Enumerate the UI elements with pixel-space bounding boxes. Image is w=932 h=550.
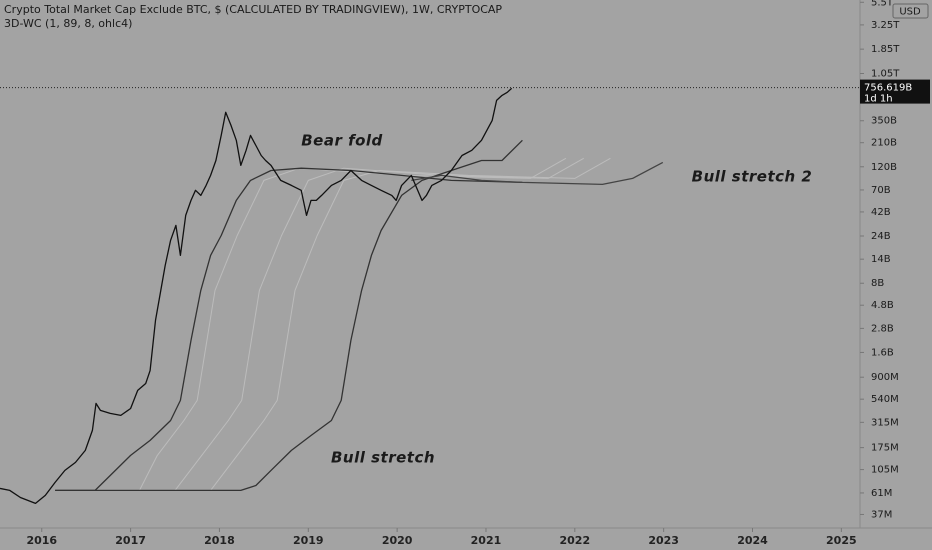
y-tick-label: 70B	[871, 185, 891, 196]
x-tick-label: 2016	[26, 534, 57, 547]
annotation: Bull stretch 2	[692, 168, 813, 186]
x-tick-label: 2021	[471, 534, 502, 547]
y-tick-label: 24B	[871, 231, 891, 242]
y-tick-label: 37M	[871, 509, 892, 520]
x-tick-label: 2025	[826, 534, 857, 547]
y-tick-label: 175M	[871, 443, 899, 454]
y-tick-label: 1.85T	[871, 44, 900, 55]
y-tick-label: 1.6B	[871, 347, 894, 358]
x-tick-label: 2020	[382, 534, 413, 547]
x-tick-label: 2024	[737, 534, 768, 547]
y-tick-label: 5.5T	[871, 0, 894, 8]
series-line	[55, 157, 584, 491]
x-tick-label: 2022	[560, 534, 591, 547]
series-line	[55, 157, 567, 491]
y-tick-label: 210B	[871, 138, 897, 149]
countdown-label: 1d 1h	[864, 94, 893, 105]
y-tick-label: 4.8B	[871, 300, 894, 311]
indicator-title: 3D-WC (1, 89, 8, ohlc4)	[4, 17, 132, 30]
last-price-tag	[860, 79, 930, 104]
annotation: Bull stretch	[331, 449, 435, 467]
y-tick-label: 1.05T	[871, 68, 900, 79]
series-line	[0, 87, 513, 505]
y-tick-label: 315M	[871, 417, 899, 428]
x-tick-label: 2017	[115, 534, 146, 547]
y-tick-label: 61M	[871, 488, 892, 499]
last-price-label: 756.619B	[864, 83, 912, 94]
y-tick-label: 350B	[871, 116, 897, 127]
currency-button[interactable]	[892, 3, 929, 19]
y-tick-label: 2.8B	[871, 323, 894, 334]
y-tick-label: 42B	[871, 207, 891, 218]
chart-title: Crypto Total Market Cap Exclude BTC, $ (…	[4, 3, 502, 16]
annotation: Bear fold	[301, 132, 383, 150]
x-tick-label: 2023	[648, 534, 679, 547]
y-tick-label: 120B	[871, 162, 897, 173]
series-line	[55, 139, 523, 492]
y-tick-label: 14B	[871, 254, 891, 265]
x-tick-label: 2019	[293, 534, 324, 547]
series-line	[411, 161, 664, 186]
y-tick-label: 900M	[871, 372, 899, 383]
y-tick-label: 3.25T	[871, 20, 900, 31]
y-tick-label: 105M	[871, 465, 899, 476]
y-tick-label: 540M	[871, 394, 899, 405]
currency-label[interactable]: USD	[899, 7, 921, 18]
y-tick-label: 8B	[871, 278, 884, 289]
series-line	[55, 157, 611, 491]
x-tick-label: 2018	[204, 534, 235, 547]
